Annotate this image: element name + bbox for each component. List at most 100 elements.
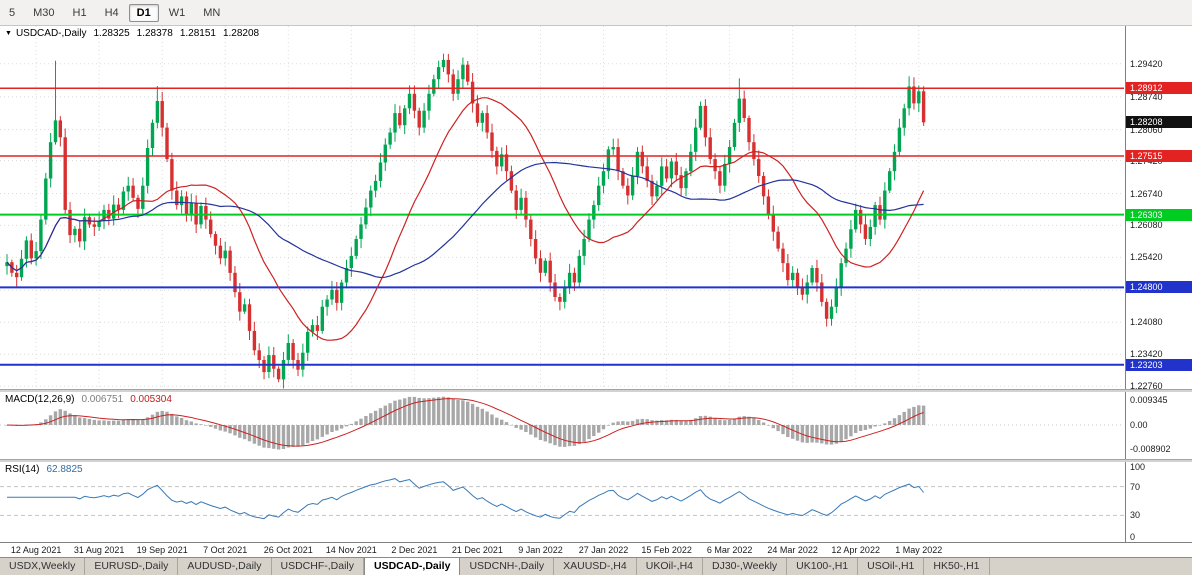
candle-body <box>58 120 62 138</box>
macd-histogram-bar <box>567 425 572 447</box>
candle-body <box>630 176 635 196</box>
price-axis[interactable]: 1.294201.287401.280601.274201.267401.260… <box>1125 26 1192 389</box>
date-axis[interactable]: 12 Aug 2021 31 Aug 2021 19 Sep 2021 7 Oct 2… <box>0 542 1192 557</box>
candle-body <box>281 360 286 380</box>
candle-body <box>679 175 683 189</box>
macd-histogram-bar <box>626 421 630 425</box>
candle-body <box>504 154 509 172</box>
macd-axis[interactable]: 0.009345 0.00 -0.008902 <box>1125 392 1192 459</box>
macd-axis-label: 0.00 <box>1130 420 1148 430</box>
timeframe-M30[interactable]: M30 <box>33 6 55 19</box>
panel-resize-divider[interactable] <box>0 459 1192 462</box>
macd-axis-label: -0.008902 <box>1130 443 1171 454</box>
candle-body <box>868 226 872 239</box>
candle-body <box>349 255 353 268</box>
macd-histogram-bar <box>800 425 805 443</box>
macd-histogram-bar <box>325 425 329 435</box>
timeframe-5[interactable]: 5 <box>9 6 16 19</box>
macd-histogram-bar <box>276 425 281 450</box>
rsi-chart[interactable] <box>0 462 1124 542</box>
date-label: 21 Dec 2021 <box>451 545 503 555</box>
candle-body <box>538 258 543 273</box>
macd-histogram-bar <box>674 420 678 425</box>
chart-stack: ▼ USDCAD-,Daily 1.28325 1.28378 1.28151 … <box>0 26 1192 557</box>
macd-histogram-bar <box>354 421 358 425</box>
macd-histogram-bar <box>388 403 392 425</box>
candle-body <box>34 251 38 259</box>
candle-body <box>369 190 373 208</box>
macd-histogram-bar <box>495 417 499 425</box>
candle-body <box>732 122 737 147</box>
candle-body <box>310 325 315 332</box>
timeframe-H1[interactable]: H1 <box>72 6 87 19</box>
candle-body <box>558 297 562 302</box>
main-price-chart[interactable] <box>0 26 1124 389</box>
macd-histogram-bar <box>189 421 193 425</box>
macd-histogram-bar <box>378 408 383 425</box>
tab-dj30-weekly[interactable]: DJ30-,Weekly <box>703 558 788 575</box>
macd-histogram-bar <box>150 414 155 425</box>
candle-body <box>136 197 140 209</box>
macd-histogram-bar <box>291 425 295 447</box>
candle-body <box>766 196 771 215</box>
candle-body <box>567 272 572 288</box>
candle-body <box>286 343 290 360</box>
timeframe-H4[interactable]: H4 <box>104 6 119 19</box>
date-label: 1 May 2022 <box>895 545 943 555</box>
tab-usdcad-daily[interactable]: USDCAD-,Daily <box>364 558 461 575</box>
macd-histogram-bar <box>786 425 790 437</box>
macd-histogram-bar <box>563 425 567 447</box>
macd-histogram-bar <box>485 411 489 425</box>
candle-body <box>480 113 484 123</box>
tab-hk50-h1[interactable]: HK50-,H1 <box>924 558 990 575</box>
macd-histogram-bar <box>398 399 402 425</box>
rsi-axis[interactable]: 100 70 30 0 <box>1125 462 1192 542</box>
macd-histogram-bar <box>121 420 126 425</box>
tab-eurusd-daily[interactable]: EURUSD-,Daily <box>85 558 179 575</box>
timeframe-W1[interactable]: W1 <box>168 6 186 19</box>
candle-body <box>533 239 538 259</box>
candle-body <box>572 272 577 283</box>
macd-chart[interactable] <box>0 392 1124 459</box>
candle-body <box>616 147 620 172</box>
timeframe-MN[interactable]: MN <box>203 6 221 19</box>
macd-histogram-bar <box>757 420 761 425</box>
candle-body <box>68 209 72 236</box>
date-label: 14 Nov 2021 <box>325 545 377 555</box>
panel-resize-divider[interactable] <box>0 389 1192 392</box>
macd-histogram-bar <box>446 397 450 425</box>
macd-histogram-bar <box>640 418 644 425</box>
candle-body <box>407 93 412 109</box>
collapse-triangle-icon[interactable]: ▼ <box>5 30 12 37</box>
candle-body <box>553 282 557 297</box>
tab-usdx-weekly[interactable]: USDX,Weekly <box>0 558 86 575</box>
candle-body <box>660 166 664 186</box>
macd-histogram-bar <box>490 414 494 425</box>
tab-ukoil-h4[interactable]: UKOil-,H4 <box>637 558 703 575</box>
candle-body <box>892 151 897 172</box>
macd-histogram-bar <box>781 425 785 435</box>
timeframe-D1[interactable]: D1 <box>128 3 159 22</box>
tab-usoil-h1[interactable]: USOil-,H1 <box>858 558 925 575</box>
macd-histogram-bar <box>310 425 315 441</box>
candle-body <box>742 98 746 118</box>
ma-45-line <box>6 161 924 279</box>
candle-body <box>800 287 805 295</box>
macd-histogram-bar <box>917 405 921 425</box>
tab-uk100-h1[interactable]: UK100-,H1 <box>787 558 859 575</box>
tab-xauusd-h4[interactable]: XAUUSD-,H4 <box>554 558 637 575</box>
candle-body <box>917 91 921 104</box>
macd-histogram-bar <box>456 399 460 425</box>
macd-histogram-bar <box>102 420 106 425</box>
tab-usdchf-daily[interactable]: USDCHF-,Daily <box>272 558 365 575</box>
macd-histogram-bar <box>170 413 174 425</box>
candle-body <box>606 149 611 172</box>
candle-body <box>698 105 703 128</box>
candle-body <box>810 268 814 283</box>
tab-usdcnh-daily[interactable]: USDCNH-,Daily <box>460 558 555 575</box>
candle-body <box>121 191 126 210</box>
macd-histogram-bar <box>718 419 722 425</box>
date-label: 31 Aug 2021 <box>73 545 125 555</box>
macd-histogram-bar <box>529 425 533 435</box>
tab-audusd-daily[interactable]: AUDUSD-,Daily <box>178 558 272 575</box>
